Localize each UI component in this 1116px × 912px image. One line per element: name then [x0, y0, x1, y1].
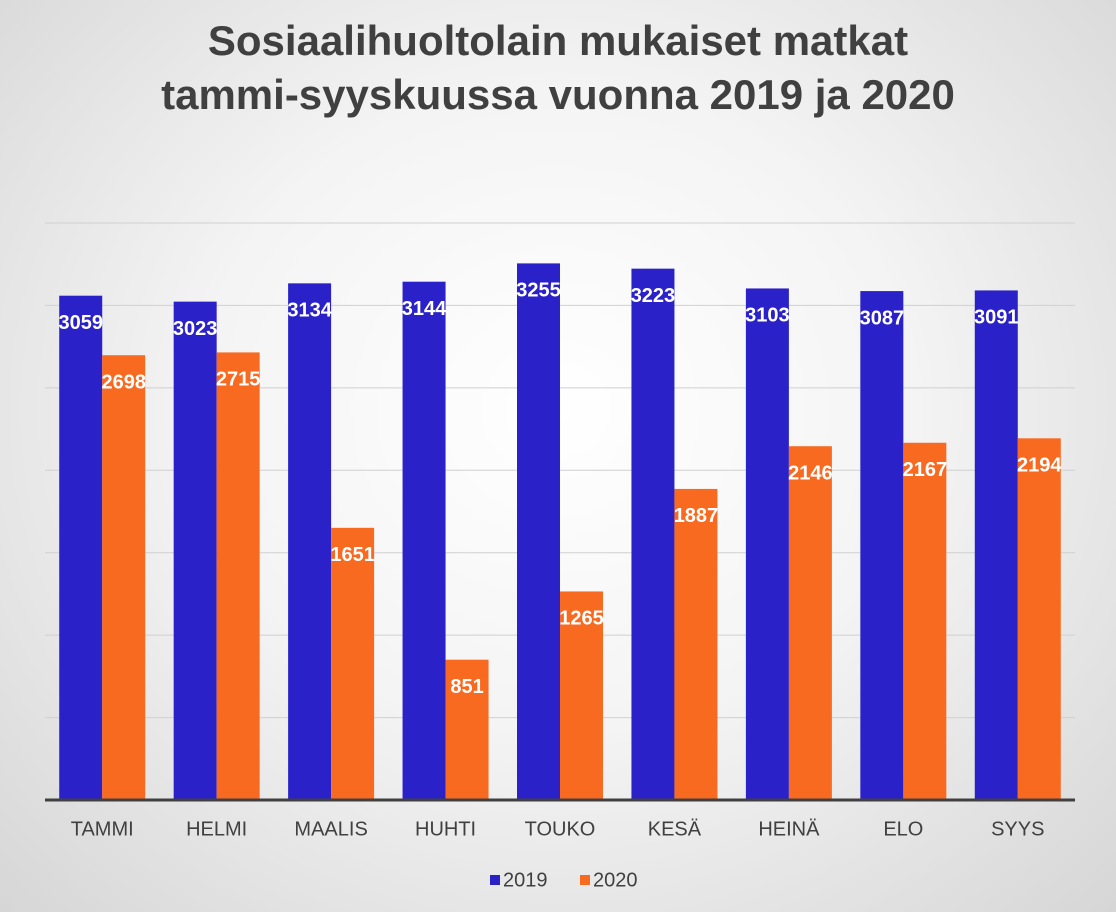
x-tick-label: SYYS [991, 818, 1044, 840]
data-label: 1265 [559, 608, 604, 630]
data-label: 2146 [788, 462, 833, 484]
bar [1017, 438, 1061, 800]
legend-swatch [580, 875, 590, 885]
bar [288, 283, 332, 800]
bar [59, 295, 103, 800]
bar [560, 591, 603, 800]
data-label: 3134 [287, 300, 332, 322]
bar [788, 446, 832, 800]
x-tick-label: TAMMI [71, 818, 134, 840]
data-label: 1651 [330, 544, 375, 566]
data-label: 1887 [674, 505, 719, 527]
legend-swatch [490, 875, 500, 885]
bar [173, 301, 217, 800]
x-tick-label: TOUKO [525, 818, 596, 840]
bar [745, 288, 789, 800]
data-label: 2194 [1017, 455, 1062, 477]
bar [331, 527, 375, 800]
data-label: 3091 [974, 307, 1019, 329]
bar [216, 352, 260, 800]
data-label: 3255 [516, 280, 561, 302]
data-label: 851 [450, 676, 483, 698]
data-label: 3103 [745, 305, 790, 327]
bar [974, 290, 1018, 800]
bar [445, 659, 489, 800]
bar [517, 263, 560, 800]
bar [102, 355, 146, 800]
data-label: 3144 [402, 298, 447, 320]
legend-label: 2019 [503, 869, 548, 891]
x-tick-label: HUHTI [415, 818, 476, 840]
x-tick-label: ELO [883, 818, 923, 840]
x-tick-label: HELMI [186, 818, 247, 840]
data-label: 3087 [860, 307, 905, 329]
x-tick-label: HEINÄ [758, 818, 820, 840]
data-label: 3059 [58, 312, 103, 334]
data-label: 2715 [216, 369, 261, 391]
data-label: 2698 [101, 371, 146, 393]
data-label: 2167 [903, 459, 948, 481]
x-tick-label: KESÄ [648, 818, 702, 840]
x-tick-label: MAALIS [294, 818, 367, 840]
legend-label: 2020 [593, 869, 638, 891]
chart-title: Sosiaalihuoltolain mukaiset matkat tammi… [161, 17, 955, 118]
bar [903, 442, 947, 800]
data-label: 3223 [631, 285, 676, 307]
bar [402, 281, 446, 800]
bar [631, 268, 675, 801]
bar [674, 488, 718, 800]
bar [860, 291, 904, 800]
data-label: 3023 [173, 318, 218, 340]
